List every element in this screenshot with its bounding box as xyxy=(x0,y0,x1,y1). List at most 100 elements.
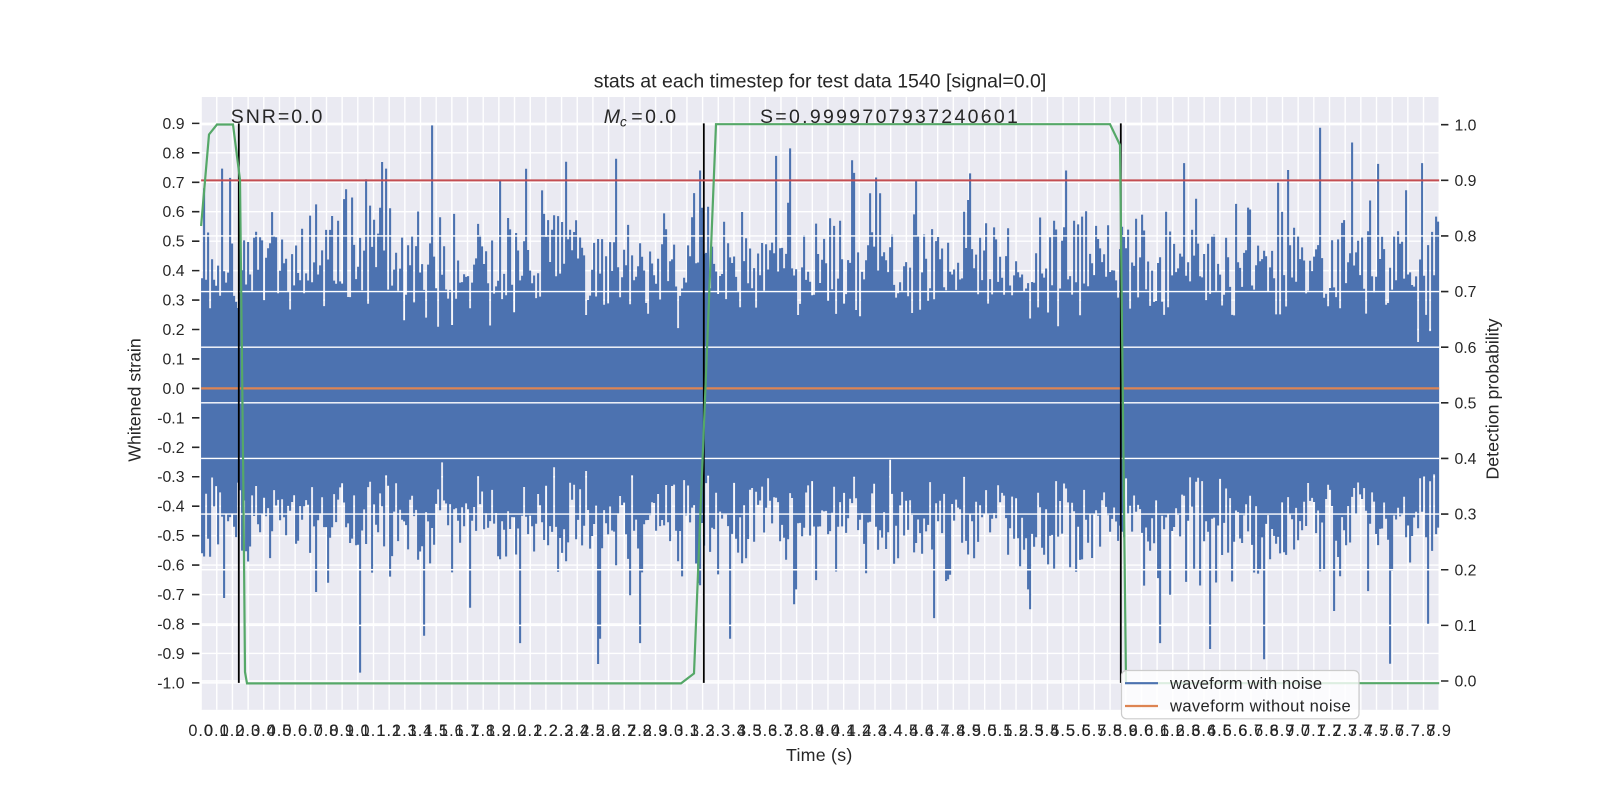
svg-text:2.2: 2.2 xyxy=(533,722,558,740)
svg-text:Time (s): Time (s) xyxy=(786,745,853,765)
svg-text:0.5: 0.5 xyxy=(1455,396,1477,413)
svg-text:6.7: 6.7 xyxy=(1238,722,1263,740)
svg-text:3.7: 3.7 xyxy=(768,722,793,740)
svg-text:7.6: 7.6 xyxy=(1380,722,1405,740)
svg-text:4.3: 4.3 xyxy=(862,722,887,740)
svg-text:1.5: 1.5 xyxy=(424,722,449,740)
svg-text:0.1: 0.1 xyxy=(1455,618,1477,635)
svg-text:4.7: 4.7 xyxy=(925,722,950,740)
svg-text:1.9: 1.9 xyxy=(486,722,511,740)
svg-text:0.9: 0.9 xyxy=(329,722,354,740)
svg-text:2.1: 2.1 xyxy=(518,722,543,740)
svg-text:3.5: 3.5 xyxy=(737,722,762,740)
svg-text:4.0: 4.0 xyxy=(815,722,840,740)
svg-text:7.9: 7.9 xyxy=(1427,722,1452,740)
svg-text:2.0: 2.0 xyxy=(502,722,527,740)
svg-text:2.8: 2.8 xyxy=(627,722,652,740)
svg-text:0.7: 0.7 xyxy=(163,175,185,192)
svg-text:4.2: 4.2 xyxy=(847,722,872,740)
svg-text:3.1: 3.1 xyxy=(674,722,699,740)
svg-text:0.8: 0.8 xyxy=(314,722,339,740)
svg-text:4.8: 4.8 xyxy=(941,722,966,740)
svg-text:3.2: 3.2 xyxy=(690,722,715,740)
svg-text:5.4: 5.4 xyxy=(1035,722,1060,740)
svg-text:4.6: 4.6 xyxy=(909,722,934,740)
svg-text:6.4: 6.4 xyxy=(1191,722,1216,740)
svg-text:5.3: 5.3 xyxy=(1019,722,1044,740)
svg-text:0.1: 0.1 xyxy=(163,352,185,369)
svg-text:2.6: 2.6 xyxy=(596,722,621,740)
svg-text:7.3: 7.3 xyxy=(1332,722,1357,740)
svg-text:5.0: 5.0 xyxy=(972,722,997,740)
svg-text:5.7: 5.7 xyxy=(1082,722,1107,740)
svg-text:0.0: 0.0 xyxy=(188,722,213,740)
svg-text:waveform without noise: waveform without noise xyxy=(1169,697,1351,716)
svg-text:-0.6: -0.6 xyxy=(157,558,184,575)
svg-text:7.7: 7.7 xyxy=(1395,722,1420,740)
svg-text:6.6: 6.6 xyxy=(1223,722,1248,740)
svg-text:0.0: 0.0 xyxy=(1455,674,1477,691)
svg-text:-0.1: -0.1 xyxy=(157,410,184,427)
svg-text:0.2: 0.2 xyxy=(163,322,185,339)
svg-text:0.6: 0.6 xyxy=(1455,340,1477,357)
svg-text:4.5: 4.5 xyxy=(894,722,919,740)
svg-text:4.4: 4.4 xyxy=(878,722,903,740)
svg-text:6.3: 6.3 xyxy=(1176,722,1201,740)
svg-text:6.0: 6.0 xyxy=(1129,722,1154,740)
svg-text:5.6: 5.6 xyxy=(1066,722,1091,740)
svg-text:0.8: 0.8 xyxy=(1455,229,1477,246)
svg-text:0.4: 0.4 xyxy=(251,722,276,740)
svg-text:0.1: 0.1 xyxy=(204,722,229,740)
svg-text:0.7: 0.7 xyxy=(298,722,323,740)
svg-text:1.6: 1.6 xyxy=(439,722,464,740)
svg-text:0.2: 0.2 xyxy=(220,722,245,740)
svg-text:-0.8: -0.8 xyxy=(157,617,184,634)
svg-text:7.5: 7.5 xyxy=(1364,722,1389,740)
svg-text:SNR=0.0: SNR=0.0 xyxy=(231,106,325,128)
svg-text:7.2: 7.2 xyxy=(1317,722,1342,740)
svg-text:6.8: 6.8 xyxy=(1254,722,1279,740)
svg-text:3.0: 3.0 xyxy=(659,722,684,740)
svg-text:7.8: 7.8 xyxy=(1411,722,1436,740)
svg-text:0.8: 0.8 xyxy=(163,145,185,162)
svg-text:-0.4: -0.4 xyxy=(157,499,184,516)
svg-text:6.1: 6.1 xyxy=(1144,722,1169,740)
svg-text:7.4: 7.4 xyxy=(1348,722,1373,740)
svg-text:3.3: 3.3 xyxy=(706,722,731,740)
svg-text:2.5: 2.5 xyxy=(580,722,605,740)
svg-text:Detection probability: Detection probability xyxy=(1483,318,1503,479)
svg-text:0.4: 0.4 xyxy=(163,263,185,280)
svg-text:7.1: 7.1 xyxy=(1301,722,1326,740)
svg-text:0.9: 0.9 xyxy=(163,116,185,133)
svg-text:-0.3: -0.3 xyxy=(157,469,184,486)
svg-text:1.0: 1.0 xyxy=(1455,117,1477,134)
svg-text:waveform with noise: waveform with noise xyxy=(1169,674,1322,693)
svg-text:1.8: 1.8 xyxy=(471,722,496,740)
svg-text:4.9: 4.9 xyxy=(956,722,981,740)
svg-text:1.1: 1.1 xyxy=(361,722,386,740)
svg-text:0.6: 0.6 xyxy=(282,722,307,740)
svg-text:5.8: 5.8 xyxy=(1097,722,1122,740)
svg-text:S=0.9999707937240601: S=0.9999707937240601 xyxy=(760,106,1020,128)
svg-text:2.4: 2.4 xyxy=(565,722,590,740)
svg-text:0.2: 0.2 xyxy=(1455,562,1477,579)
svg-text:0.5: 0.5 xyxy=(163,234,185,251)
svg-text:Whitened strain: Whitened strain xyxy=(125,338,145,462)
svg-text:-0.7: -0.7 xyxy=(157,587,184,604)
svg-text:5.5: 5.5 xyxy=(1050,722,1075,740)
svg-text:-0.9: -0.9 xyxy=(157,646,184,663)
svg-text:-1.0: -1.0 xyxy=(157,675,184,692)
svg-text:3.4: 3.4 xyxy=(721,722,746,740)
svg-text:3.6: 3.6 xyxy=(753,722,778,740)
svg-text:1.3: 1.3 xyxy=(392,722,417,740)
svg-text:3.8: 3.8 xyxy=(784,722,809,740)
svg-text:2.3: 2.3 xyxy=(549,722,574,740)
svg-text:0.7: 0.7 xyxy=(1455,284,1477,301)
svg-text:1.7: 1.7 xyxy=(455,722,480,740)
svg-text:-0.5: -0.5 xyxy=(157,528,184,545)
svg-text:1.2: 1.2 xyxy=(376,722,401,740)
svg-text:0.3: 0.3 xyxy=(163,293,185,310)
svg-text:6.9: 6.9 xyxy=(1270,722,1295,740)
svg-text:2.9: 2.9 xyxy=(643,722,668,740)
svg-text:0.3: 0.3 xyxy=(1455,507,1477,524)
